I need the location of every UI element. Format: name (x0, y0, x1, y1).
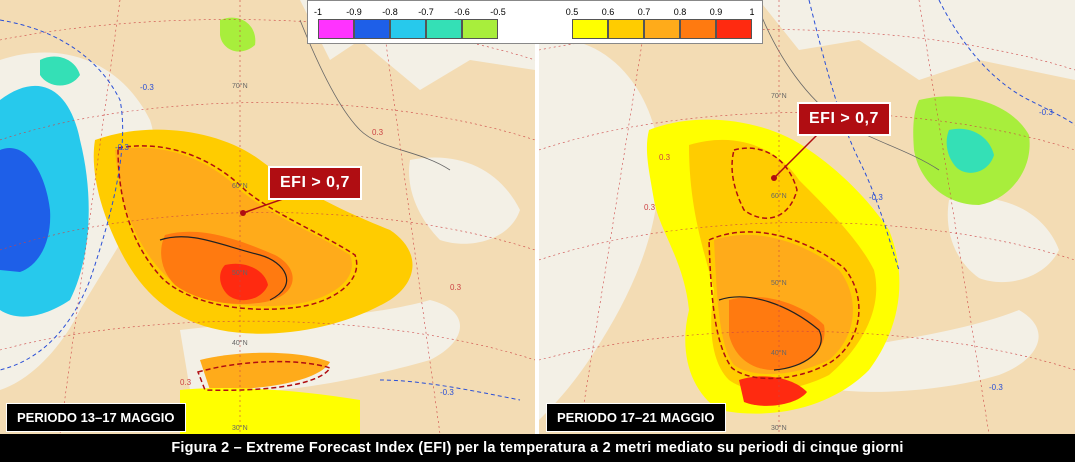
graticule (0, 0, 535, 434)
coastline (718, 296, 822, 371)
grid-label: 30°N (771, 424, 787, 432)
contour-label: -0.3 (115, 143, 129, 152)
callout-point (240, 210, 246, 216)
neg-contour-south (379, 379, 521, 401)
legend-swatch (644, 19, 680, 39)
legend-swatch (318, 19, 354, 39)
legend-swatch (462, 19, 498, 39)
contour-label: 0.3 (644, 203, 656, 212)
grid-label: 40°N (232, 339, 248, 347)
legend-tick-label: 0.9 (709, 7, 723, 17)
contour-label: 0.3 (450, 283, 462, 292)
legend-tick-label: -0.7 (418, 7, 434, 17)
contour-label: 0.3 (659, 153, 671, 162)
coastline-north (299, 19, 451, 171)
warm-anomaly-max (220, 263, 268, 301)
contour-label: -0.3 (440, 388, 454, 397)
legend-tick-label: -0.5 (490, 7, 506, 17)
legend-tick-label: 0.7 (637, 7, 651, 17)
grid-label: 50°N (771, 279, 787, 287)
grid-label: 70°N (232, 82, 248, 90)
efi-legend: -1 -0.9 -0.8 -0.7 -0.6 -0.5 0.5 0.6 0.7 0.8 0.9 1 (307, 0, 763, 44)
legend-swatch (608, 19, 644, 39)
contour-label: 0.3 (180, 378, 192, 387)
mediterranean-sea (839, 310, 1039, 392)
cold-anomaly-north (40, 56, 80, 86)
legend-swatch (390, 19, 426, 39)
efi-contour-north (731, 147, 798, 219)
grid-label: 50°N (232, 269, 248, 277)
grid-label: 70°N (771, 92, 787, 100)
map-left-canvas: -0.3 -0.3 -0.3 0.3 0.3 0.3 70°N 60°N 50°… (0, 0, 535, 434)
efi-callout-label: EFI > 0,7 (797, 102, 891, 136)
legend-tick-label: 1 (749, 7, 755, 17)
neg-contour-east (938, 0, 1075, 126)
contour-label: -0.3 (1039, 108, 1053, 117)
neg-contour (808, 0, 900, 271)
warm-anomaly-higher (729, 296, 825, 370)
callout-leader (773, 127, 825, 179)
graticule (539, 0, 1075, 434)
contour-label: -0.3 (869, 193, 883, 202)
callout-point (771, 175, 777, 181)
legend-tick-label: 0.8 (673, 7, 687, 17)
legend-tick-label: -1 (313, 7, 323, 17)
legend-tick-label: 0.6 (601, 7, 615, 17)
black-sea (947, 197, 1059, 283)
legend-swatch (426, 19, 462, 39)
cold-anomaly-inner (946, 128, 994, 173)
legend-tick-label: 0.5 (565, 7, 579, 17)
legend-swatch (680, 19, 716, 39)
grid-label: 40°N (771, 349, 787, 357)
legend-tick-label: -0.6 (454, 7, 470, 17)
grid-label: 60°N (771, 192, 787, 200)
warm-anomaly-max (739, 376, 807, 406)
efi-map-17-21-may: -0.3 -0.3 0.3 -0.3 0.3 70°N 60°N 50°N 40… (539, 0, 1075, 434)
contour-label: -0.3 (989, 383, 1003, 392)
efi-contour (117, 145, 358, 310)
neg-contour (0, 19, 124, 371)
panel-divider (535, 0, 539, 434)
efi-contour-africa (197, 360, 332, 392)
period-label: PERIODO 17–21 MAGGIO (546, 403, 726, 432)
figure-caption: Figura 2 – Extreme Forecast Index (EFI) … (0, 434, 1075, 462)
grid-label: 60°N (232, 182, 248, 190)
atlantic-sea (539, 38, 660, 420)
efi-callout-label: EFI > 0,7 (268, 166, 362, 200)
map-right-canvas: -0.3 -0.3 0.3 -0.3 0.3 70°N 60°N 50°N 40… (539, 0, 1075, 434)
efi-contour (708, 231, 860, 380)
contour-label: 0.3 (372, 128, 384, 137)
legend-tick-label: -0.9 (346, 7, 362, 17)
cold-anomaly-greenland (220, 17, 256, 52)
black-sea (409, 157, 520, 244)
legend-swatch (716, 19, 752, 39)
cold-anomaly-inner (0, 148, 51, 272)
grid-label: 30°N (232, 424, 248, 432)
coastline (159, 236, 288, 301)
contour-label: -0.3 (140, 83, 154, 92)
legend-swatch (572, 19, 608, 39)
efi-map-13-17-may: -0.3 -0.3 -0.3 0.3 0.3 0.3 70°N 60°N 50°… (0, 0, 535, 434)
warm-anomaly-south (180, 388, 360, 434)
legend-tick-label: -0.8 (382, 7, 398, 17)
period-label: PERIODO 13–17 MAGGIO (6, 403, 186, 432)
legend-swatch (354, 19, 390, 39)
